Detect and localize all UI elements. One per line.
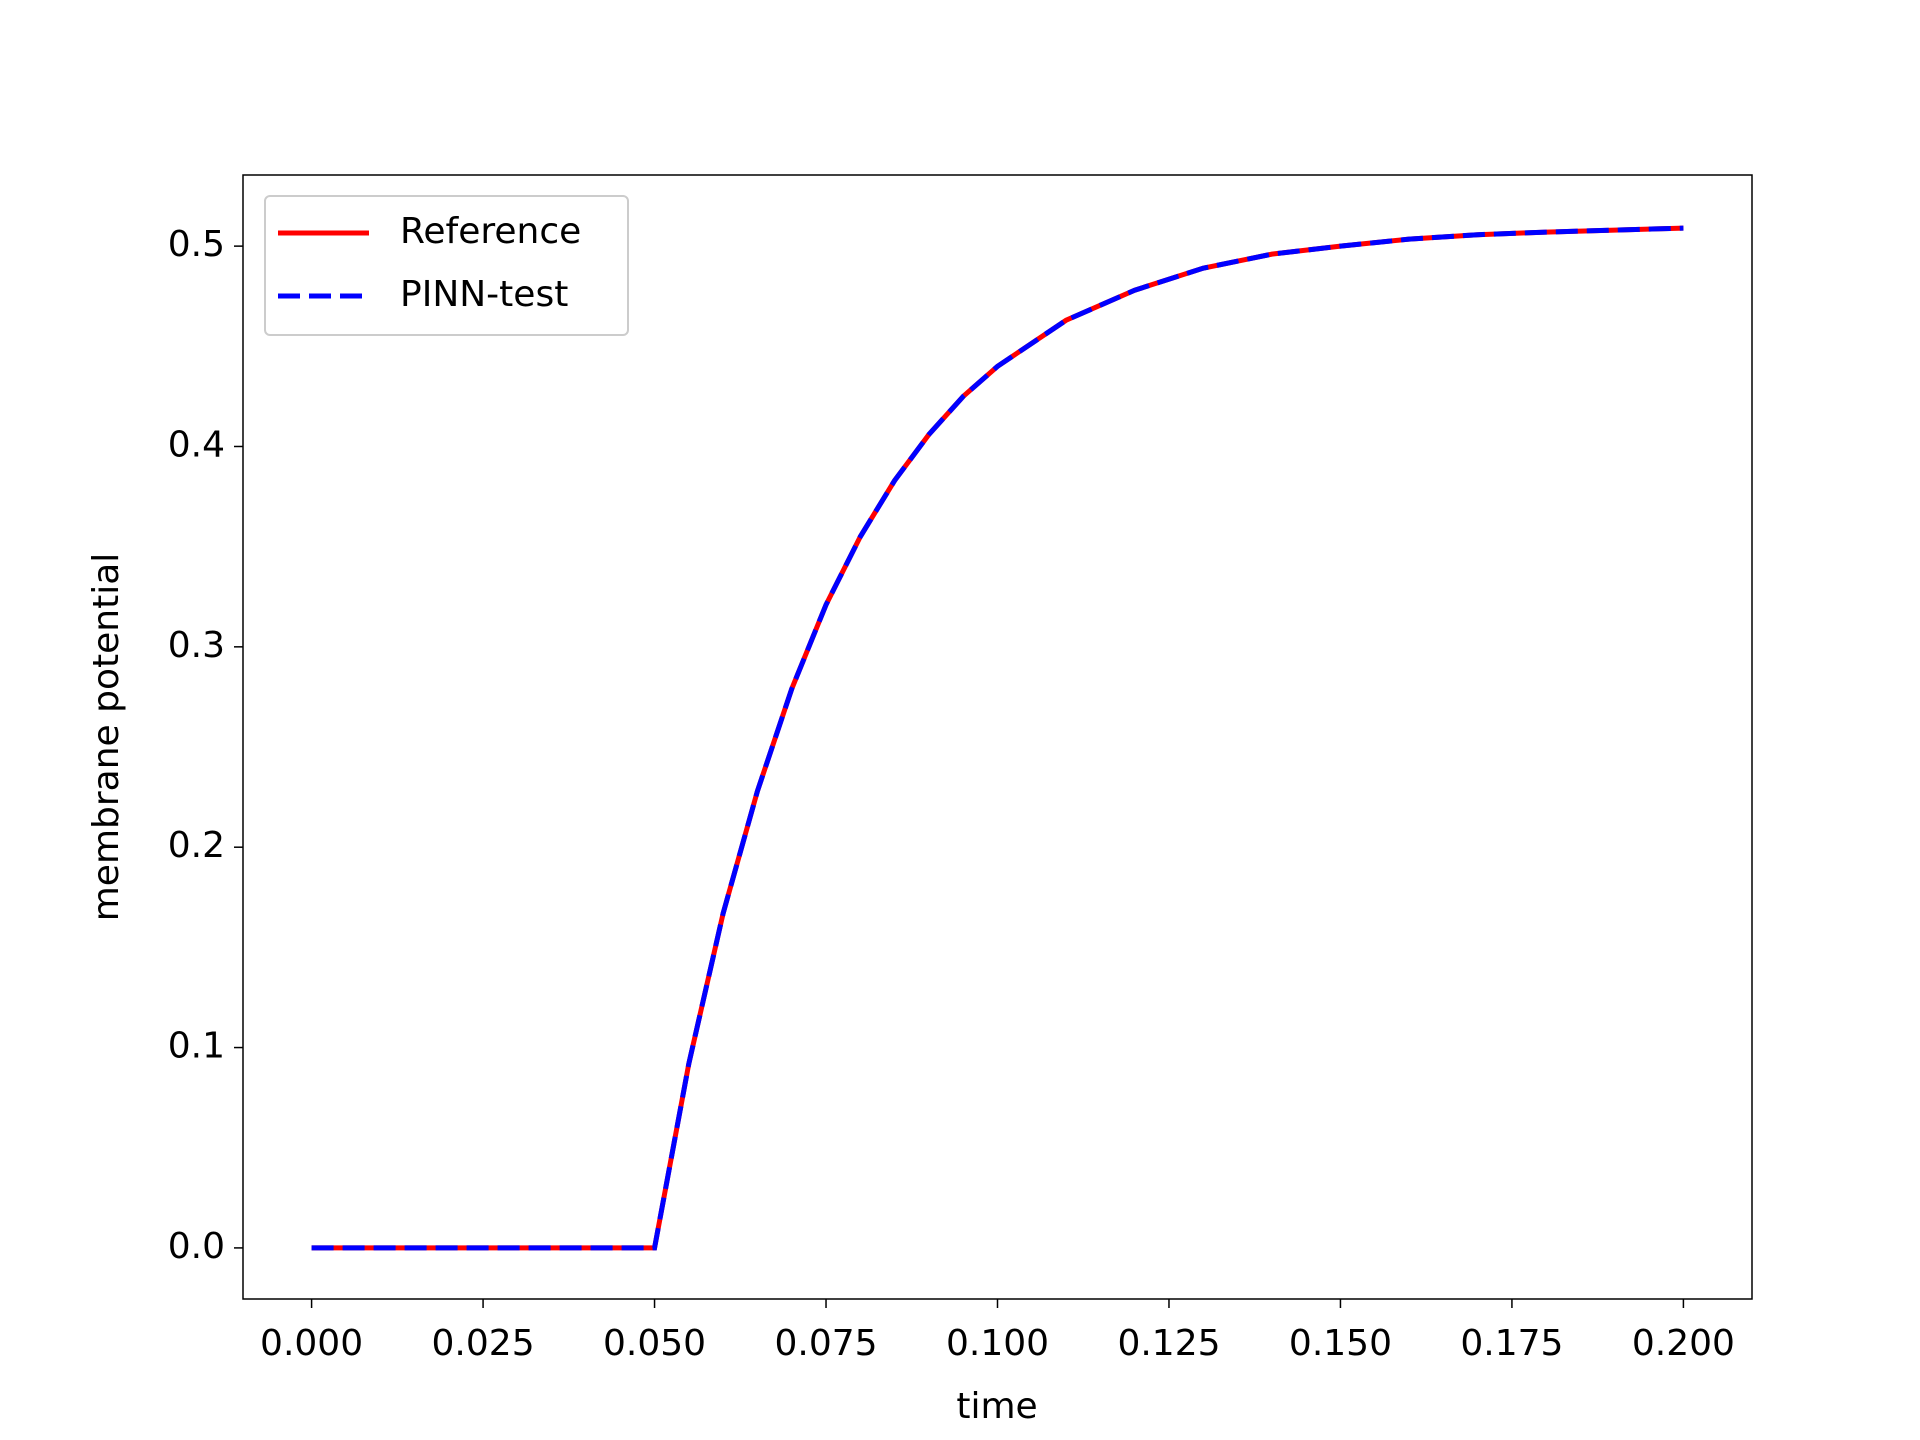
- x-tick-label: 0.025: [432, 1323, 535, 1364]
- y-tick-label: 0.0: [168, 1226, 225, 1267]
- legend-label: PINN-test: [400, 274, 568, 315]
- y-tick-label: 0.5: [168, 224, 225, 265]
- y-tick-label: 0.4: [168, 424, 225, 465]
- x-tick-label: 0.175: [1460, 1323, 1563, 1364]
- x-tick-label: 0.125: [1117, 1323, 1220, 1364]
- x-tick-label: 0.100: [946, 1323, 1049, 1364]
- x-tick-label: 0.075: [774, 1323, 877, 1364]
- y-tick-label: 0.2: [168, 825, 225, 866]
- x-tick-label: 0.000: [260, 1323, 363, 1364]
- legend-label: Reference: [400, 211, 581, 252]
- plot-frame: [242, 174, 1753, 1300]
- x-axis-label: time: [956, 1386, 1037, 1427]
- y-tick-label: 0.1: [168, 1026, 225, 1067]
- x-tick-label: 0.150: [1289, 1323, 1392, 1364]
- data-line: [311, 225, 1684, 1251]
- x-tick-label: 0.200: [1632, 1323, 1735, 1364]
- y-axis-label: membrane potential: [86, 553, 127, 922]
- y-tick-label: 0.3: [168, 625, 225, 666]
- x-tick-label: 0.050: [603, 1323, 706, 1364]
